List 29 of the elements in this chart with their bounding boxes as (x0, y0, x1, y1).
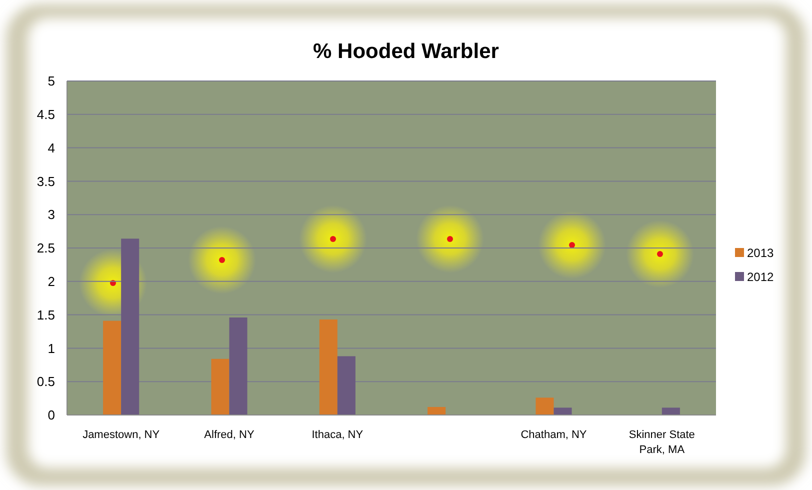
y-tick-label: 4.5 (36, 106, 55, 122)
x-tick-label: Skinner State Park, MA (628, 429, 695, 456)
y-tick-label: 5 (48, 74, 55, 89)
bar (229, 317, 248, 415)
y-tick-label: 1 (48, 340, 55, 356)
bar (428, 406, 446, 415)
y-tick-label: 0.5 (36, 374, 55, 390)
chart-title: % Hooded Warbler (313, 40, 499, 63)
bar (536, 398, 554, 415)
bar (662, 408, 680, 415)
y-tick-label: 2 (48, 274, 55, 289)
y-tick-label: 1.5 (36, 307, 55, 322)
legend-label: 2013 (747, 246, 774, 260)
x-tick-label: Jamestown, NY (82, 429, 160, 441)
bar (319, 319, 338, 415)
bar (121, 238, 140, 415)
legend-label: 2012 (747, 270, 774, 284)
bar (337, 356, 356, 415)
y-tick-label: 4 (48, 140, 55, 156)
y-tick-label: 3.5 (36, 174, 55, 189)
x-tick-label: Ithaca, NY (312, 429, 364, 441)
x-tick-label: Chatham, NY (520, 429, 588, 441)
bar (211, 358, 230, 415)
y-tick-label: 2.5 (36, 240, 55, 256)
bar (554, 408, 572, 415)
bar (103, 320, 122, 415)
y-tick-label: 3 (48, 207, 55, 222)
x-tick-label: Alfred, NY (204, 429, 255, 441)
y-tick-label: 0 (48, 408, 55, 423)
